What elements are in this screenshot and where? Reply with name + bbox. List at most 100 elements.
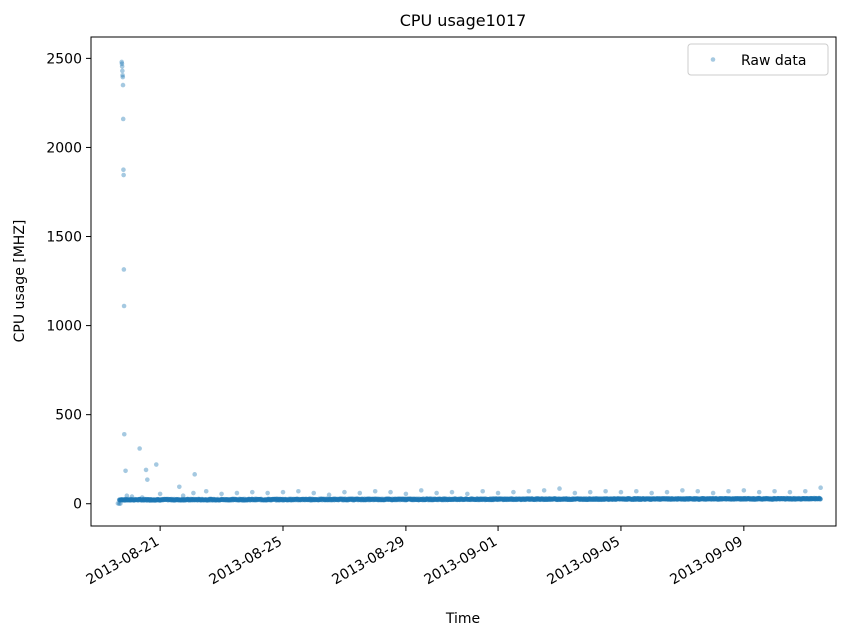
data-point [254, 497, 260, 503]
data-point [171, 498, 177, 503]
data-point [247, 497, 253, 502]
data-point [154, 497, 159, 502]
data-point [258, 496, 264, 502]
data-point [223, 497, 228, 503]
data-point [457, 497, 463, 502]
data-point [476, 496, 482, 502]
data-point [387, 496, 392, 502]
data-point [492, 497, 497, 502]
data-point [440, 496, 446, 502]
data-point [259, 497, 264, 502]
data-point [120, 74, 126, 80]
data-point [133, 497, 139, 503]
data-point [161, 497, 166, 503]
data-point [464, 497, 470, 502]
data-point [396, 496, 402, 502]
data-point [200, 498, 206, 503]
data-point [280, 497, 285, 503]
data-point [487, 497, 493, 502]
data-point [211, 497, 217, 502]
data-point [372, 496, 378, 502]
data-point [429, 497, 435, 503]
data-point [439, 497, 445, 503]
data-point [361, 497, 366, 503]
data-point [148, 496, 154, 502]
data-point [174, 497, 179, 503]
data-point [138, 497, 144, 503]
data-point [385, 496, 390, 502]
data-point [285, 497, 290, 503]
data-point [422, 497, 427, 503]
data-point [498, 496, 504, 502]
data-point [388, 497, 394, 502]
data-point [383, 497, 389, 503]
data-point [257, 497, 263, 502]
data-point [499, 496, 504, 502]
data-point [156, 497, 161, 502]
data-point [307, 497, 313, 503]
data-point [449, 497, 455, 502]
data-point [212, 497, 218, 502]
data-point [421, 497, 427, 503]
data-point [362, 496, 368, 502]
data-point [290, 497, 296, 502]
data-point [397, 497, 403, 503]
data-point [213, 497, 219, 503]
data-point [502, 496, 507, 502]
data-point [404, 497, 410, 503]
data-point [173, 497, 178, 503]
data-point [498, 496, 504, 502]
data-point [231, 496, 237, 502]
data-point [251, 497, 257, 503]
data-point [405, 496, 410, 502]
data-point [371, 497, 377, 503]
data-point [391, 497, 397, 502]
data-point [386, 496, 392, 502]
data-point [477, 497, 483, 503]
data-point [393, 497, 399, 502]
data-point [395, 497, 401, 503]
data-point [378, 497, 384, 503]
data-point [272, 496, 278, 502]
data-point [238, 497, 244, 502]
data-point [425, 496, 430, 502]
data-point [318, 497, 323, 503]
data-point [505, 497, 510, 502]
data-point [259, 497, 265, 503]
data-point [206, 497, 212, 503]
data-point [153, 497, 158, 503]
data-point [158, 498, 164, 503]
data-point [377, 496, 383, 502]
data-point [438, 497, 444, 502]
data-point [169, 497, 174, 503]
data-point [211, 497, 216, 503]
data-point [334, 497, 340, 502]
data-point [144, 497, 149, 502]
data-point [183, 497, 189, 503]
data-point [230, 496, 236, 502]
data-point [313, 497, 319, 502]
data-point [434, 497, 440, 503]
data-point [485, 497, 491, 502]
data-point [392, 497, 397, 503]
data-point [461, 497, 467, 503]
data-point [419, 497, 425, 503]
data-point [818, 496, 823, 502]
data-point [128, 497, 134, 503]
data-point [402, 496, 408, 502]
data-point [204, 497, 210, 503]
data-point [191, 490, 196, 496]
data-point [212, 498, 218, 503]
data-point [117, 498, 122, 503]
data-point [413, 496, 419, 502]
data-point [383, 497, 388, 502]
data-point [143, 498, 149, 503]
data-point [241, 497, 247, 503]
data-point [479, 496, 484, 502]
data-point [308, 497, 314, 503]
data-point [447, 497, 452, 502]
data-point [141, 497, 147, 502]
data-point [182, 497, 188, 502]
data-point [465, 497, 471, 503]
data-point [355, 496, 361, 502]
